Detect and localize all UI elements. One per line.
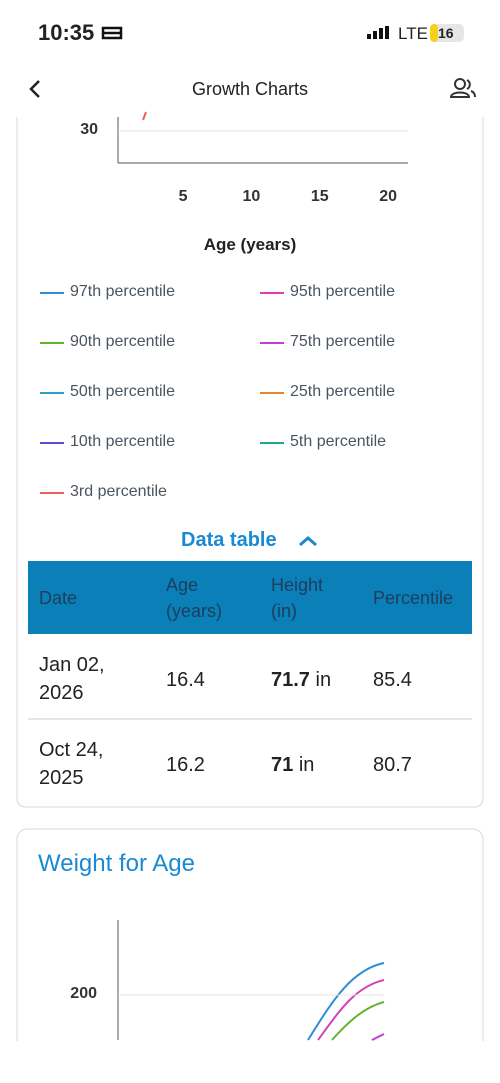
legend-entry: 10th percentile xyxy=(70,433,175,450)
data-table-toggle[interactable]: Data table xyxy=(181,529,277,551)
battery-level xyxy=(430,24,438,42)
column-header: Age (years) xyxy=(166,575,223,621)
height-value: 71 xyxy=(271,754,294,776)
sleep-icon xyxy=(101,26,123,40)
legend-entry: 5th percentile xyxy=(290,433,387,450)
time: 10:35 xyxy=(38,20,95,45)
height-unit: in xyxy=(298,754,315,776)
legend-entry: 25th percentile xyxy=(290,383,395,400)
back-button[interactable] xyxy=(29,80,40,98)
height-value: 71.7 xyxy=(271,669,310,691)
height-unit: in xyxy=(315,669,332,691)
curve xyxy=(142,111,147,121)
y-tick-label: 30 xyxy=(80,121,98,138)
percentile-cell: 80.7 xyxy=(373,754,412,776)
page-title: Growth Charts xyxy=(191,79,309,99)
height-cell: 71.7 in xyxy=(271,666,331,694)
x-tick-label: 5 xyxy=(178,188,188,205)
legend-entry: 50th percentile xyxy=(70,383,175,400)
legend-entry: 95th percentile xyxy=(290,283,395,300)
date-cell: Jan 02, 2026 xyxy=(39,654,105,704)
age-cell: 16.2 xyxy=(166,754,205,776)
x-tick-label: 20 xyxy=(379,188,397,205)
column-header: Date xyxy=(39,588,78,608)
top-bar xyxy=(0,0,500,117)
battery xyxy=(430,24,464,42)
percentile-cell: 85.4 xyxy=(373,669,412,691)
height-cell: 71 in xyxy=(271,751,314,779)
profile-button[interactable] xyxy=(449,78,476,98)
x-tick-label: 15 xyxy=(310,188,329,205)
date-cell: Oct 24, 2025 xyxy=(39,739,104,789)
card-title: Weight for Age xyxy=(38,850,195,877)
card xyxy=(16,828,484,1083)
x-tick-label: 10 xyxy=(242,188,261,205)
column-header: Percentile xyxy=(373,588,454,608)
y-tick-label: 200 xyxy=(70,985,97,1002)
chevron[interactable] xyxy=(299,536,317,547)
curves xyxy=(307,962,385,1041)
legend-entry: 90th percentile xyxy=(70,333,175,350)
battery-text: 16 xyxy=(438,25,454,41)
table-header xyxy=(28,561,472,634)
signal-icon xyxy=(367,26,389,39)
age-cell: 16.4 xyxy=(166,669,205,691)
bottom-space xyxy=(0,1041,500,1083)
column-header: Height (in) xyxy=(271,575,324,621)
legend-entry: 97th percentile xyxy=(70,283,175,300)
x-axis-label: Age (years) xyxy=(203,235,297,254)
legend-entry: 75th percentile xyxy=(290,333,395,350)
network: LTE xyxy=(398,24,428,43)
legend-entry: 3rd percentile xyxy=(70,483,167,500)
